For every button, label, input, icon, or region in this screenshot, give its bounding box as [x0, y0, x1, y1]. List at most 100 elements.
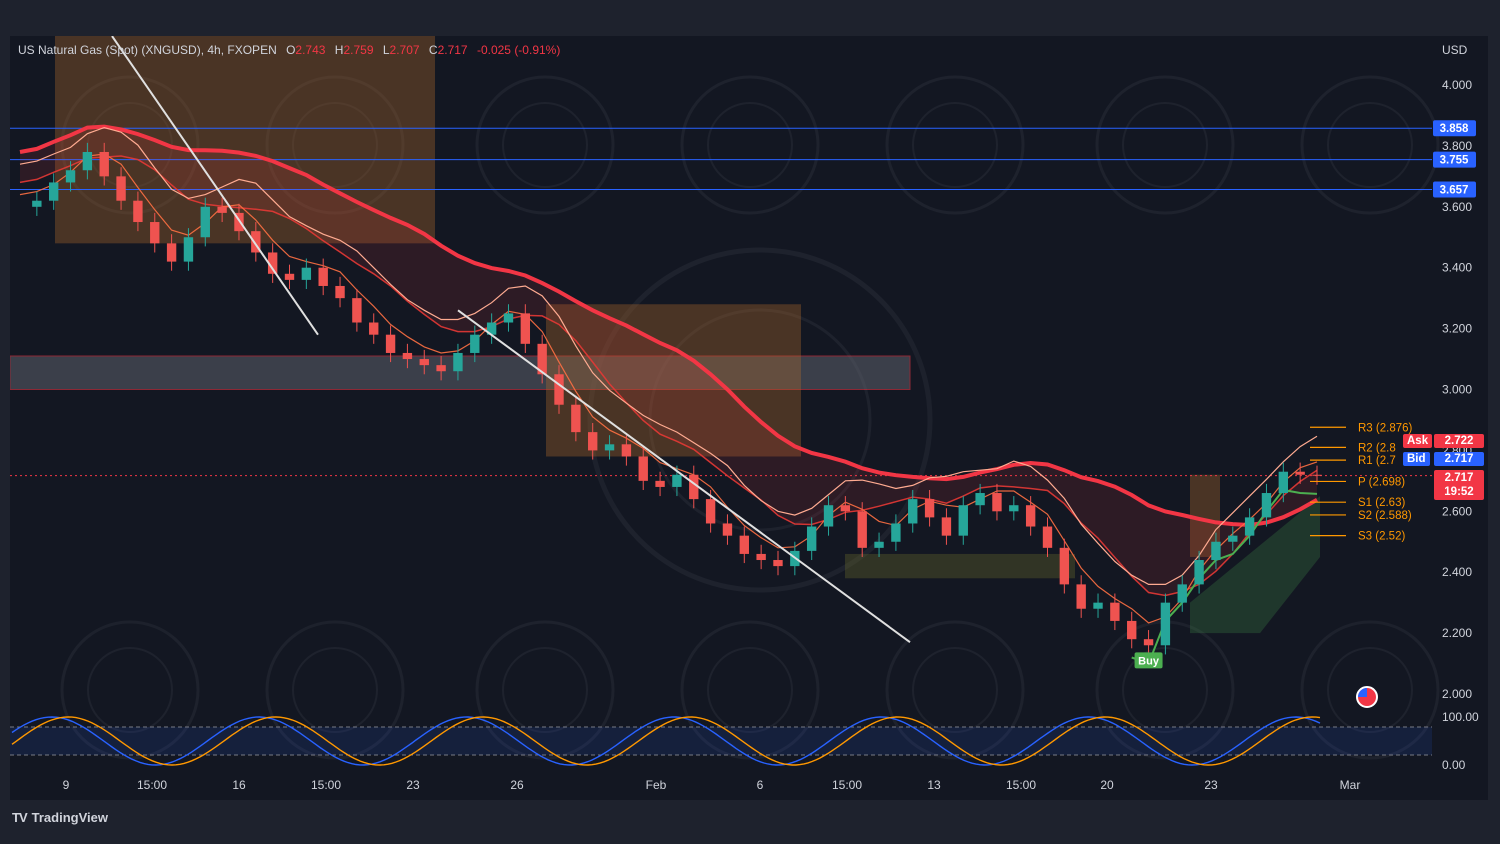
- candle-body: [908, 499, 918, 524]
- candle-body: [739, 535, 749, 554]
- y-tick-label: 3.600: [1442, 200, 1472, 214]
- candle-body: [166, 243, 177, 262]
- trendline-2: [457, 309, 911, 644]
- pivot-label-S2: S2 (2.588): [1358, 510, 1412, 522]
- y-tick-label: 3.400: [1442, 261, 1472, 275]
- candle-body: [520, 313, 531, 344]
- level-badge-2: [1433, 181, 1476, 198]
- candle-body: [419, 359, 429, 366]
- us-flag-icon[interactable]: [1356, 686, 1378, 708]
- watermark-seal-inner: [292, 102, 378, 188]
- candle-body: [958, 505, 968, 536]
- candle-body: [301, 267, 312, 280]
- watermark-seal: [265, 620, 405, 760]
- oscillator-band: [10, 727, 1432, 755]
- candle-body: [133, 200, 143, 223]
- watermark-seal-inner: [707, 647, 793, 733]
- candle-body: [537, 343, 547, 375]
- candle-body: [1177, 584, 1187, 603]
- open-value: 2.743: [295, 43, 326, 57]
- ask-price-badge: 2.722: [1434, 434, 1484, 448]
- low-value: 2.707: [389, 43, 420, 57]
- y-tick-label: 3.200: [1442, 322, 1472, 336]
- candle-body: [217, 206, 227, 213]
- ma-ribbon-fill: [20, 126, 1317, 596]
- watermark-seal-inner: [707, 102, 793, 188]
- level-badge-label-2: 3.657: [1440, 184, 1469, 196]
- y-tick-label: 3.800: [1442, 139, 1472, 153]
- candle-body: [1093, 602, 1103, 609]
- pivot-label-R3: R3 (2.876): [1358, 422, 1413, 434]
- candle-body: [1278, 471, 1289, 494]
- candle-body: [941, 517, 952, 536]
- candle-body: [840, 505, 851, 512]
- candle-body: [672, 474, 682, 487]
- candle-body: [924, 499, 935, 518]
- candle-body: [99, 151, 109, 177]
- candle-body: [571, 404, 581, 433]
- buy-signal-badge: [1134, 652, 1163, 669]
- candle-body: [806, 526, 817, 551]
- osc-tick-100: 100.00: [1442, 710, 1479, 724]
- candle-body: [874, 541, 884, 548]
- bid-label: Bid: [1403, 452, 1430, 466]
- chart-header: US Natural Gas (Spot) (XNGUSD), 4h, FXOP…: [18, 43, 561, 57]
- candle-body: [1194, 560, 1204, 585]
- candle-body: [1059, 547, 1070, 585]
- candle-body: [1211, 541, 1221, 561]
- watermark-seal: [885, 620, 1025, 760]
- level-badge-0: [1433, 120, 1476, 137]
- candle-body: [705, 499, 716, 524]
- level-badge-1: [1433, 151, 1476, 168]
- watermark-seal-inner: [912, 647, 998, 733]
- tradingview-logo-icon: TV: [12, 810, 28, 825]
- watermark-seal: [680, 75, 820, 215]
- candle-body: [48, 182, 59, 201]
- candle-body: [200, 206, 210, 238]
- x-tick-label: 15:00: [1006, 778, 1036, 792]
- candle-body: [1228, 535, 1238, 542]
- candle-body: [82, 151, 93, 171]
- pivot-label-P: P (2.698): [1358, 476, 1405, 488]
- watermark-seal-inner: [1122, 102, 1208, 188]
- watermark-seal: [1300, 75, 1440, 215]
- y-tick-label: 2.600: [1442, 504, 1472, 518]
- watermark-seal-inner: [1327, 647, 1413, 733]
- y-tick-label: 3.000: [1442, 383, 1472, 397]
- candle-body: [116, 176, 126, 201]
- candle-body: [891, 523, 901, 542]
- y-tick-label: 2.400: [1442, 565, 1472, 579]
- x-tick-label: 23: [406, 778, 420, 792]
- candle-body: [284, 273, 295, 280]
- y-tick-label: 2.200: [1442, 626, 1472, 640]
- candle-body: [486, 322, 497, 335]
- tradingview-brand[interactable]: TV TradingView: [12, 810, 108, 825]
- candle-body: [588, 432, 598, 451]
- x-tick-label: 23: [1204, 778, 1218, 792]
- green-cloud: [1190, 496, 1320, 634]
- change-value: -0.025 (-0.91%): [476, 43, 561, 57]
- candle-body: [975, 493, 985, 506]
- x-tick-label: 9: [63, 778, 70, 792]
- watermark-seal-large: [587, 247, 933, 593]
- oscillator-k-line: [11, 716, 1321, 766]
- trendline-1: [111, 36, 319, 336]
- candle-body: [267, 252, 278, 274]
- oscillator-d-line: [11, 716, 1321, 766]
- candle-body: [385, 334, 396, 353]
- ask-label: Ask: [1403, 434, 1433, 448]
- watermark-seal: [265, 75, 405, 215]
- x-tick-label: 15:00: [832, 778, 862, 792]
- bar-countdown: 19:52: [1444, 486, 1474, 498]
- candle-body: [992, 493, 1002, 512]
- candle-body: [1160, 602, 1171, 646]
- candle-body: [1110, 602, 1120, 621]
- candle-body: [335, 285, 345, 299]
- candle-body: [1076, 584, 1086, 609]
- candle-body: [1143, 639, 1154, 646]
- close-value: 2.717: [437, 43, 468, 57]
- watermark-seal: [680, 620, 820, 760]
- channel-upper-line: [19, 126, 1318, 585]
- candle-body: [1127, 620, 1137, 640]
